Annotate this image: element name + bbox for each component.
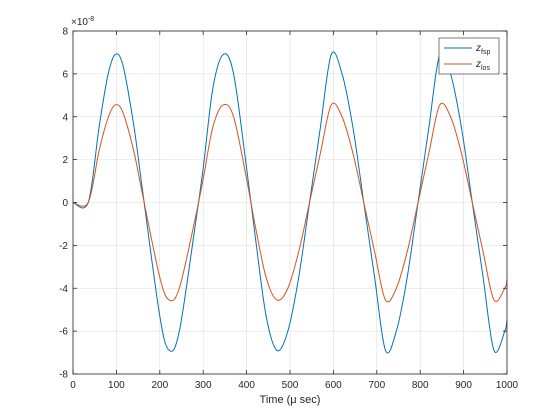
x-tick-label: 400 — [238, 380, 255, 391]
legend-label-z-los: zlos — [475, 59, 490, 72]
x-tick-label: 900 — [455, 380, 472, 391]
legend-label-z-fsp: zfsp — [475, 43, 490, 56]
x-axis-label: Time (μ sec) — [260, 394, 321, 406]
y-tick-label: 6 — [62, 69, 68, 80]
x-tick-label: 800 — [412, 380, 429, 391]
ticks-layer: 0 100 200 300 400 500 600 700 800 900 1000 -8 -6 -4 -2… — [59, 27, 518, 392]
legend-label-z-fsp-main: z — [475, 43, 481, 54]
legend-label-z-los-sub: los — [481, 65, 490, 72]
legend-label-z-fsp-sub: fsp — [481, 49, 490, 56]
x-tick-label: 0 — [70, 380, 76, 391]
y-tick-label: 8 — [62, 27, 68, 38]
x-tick-label: 600 — [325, 380, 342, 391]
x-tick-label: 300 — [195, 380, 212, 391]
y-tick-label: 0 — [62, 198, 68, 209]
series-line-z-los — [72, 102, 508, 303]
x-tick-label: 200 — [151, 380, 168, 391]
y-exponent-label: ×10-8 — [71, 16, 94, 28]
y-exponent-base: ×10 — [71, 17, 88, 28]
y-tick-label: -8 — [59, 370, 68, 381]
y-tick-label: -6 — [59, 327, 68, 338]
x-tick-label: 1000 — [496, 380, 519, 391]
y-tick-label: 4 — [62, 112, 68, 123]
x-tick-label: 100 — [108, 380, 125, 391]
legend-label-z-los-main: z — [475, 59, 481, 70]
x-tick-label: 500 — [282, 380, 299, 391]
legend-box — [438, 37, 500, 75]
x-tick-label: 700 — [368, 380, 385, 391]
y-tick-label: 2 — [62, 155, 68, 166]
y-tick-label: -2 — [59, 241, 68, 252]
y-exponent-power: -8 — [88, 16, 94, 23]
legend: zfsp zlos — [438, 37, 500, 75]
y-tick-label: -4 — [59, 284, 68, 295]
